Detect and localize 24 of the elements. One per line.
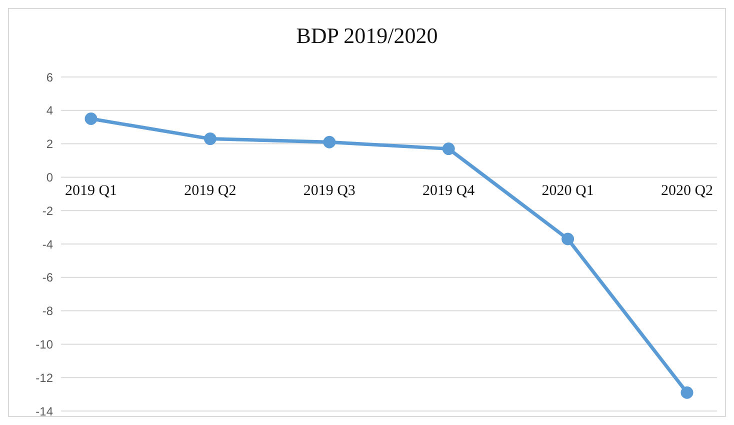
y-tick-label: -14 <box>36 404 54 418</box>
point <box>442 142 455 156</box>
chart-title: BDP 2019/2020 <box>295 23 439 49</box>
y-tick-label: -6 <box>42 270 54 285</box>
point <box>562 232 574 246</box>
x-tick-label: 2020 Q2 <box>660 183 714 200</box>
y-tick-label: -8 <box>42 304 54 318</box>
y-tick-label: -10 <box>36 337 54 352</box>
x-tick-label: 2019 Q1 <box>64 183 118 200</box>
point <box>84 112 98 125</box>
y-tick-label: -4 <box>42 237 54 252</box>
y-tick-label: 0 <box>46 170 54 184</box>
y-tick-label: -12 <box>36 370 54 385</box>
x-tick-label: 2019 Q4 <box>422 183 476 200</box>
x-tick-label: 2019 Q2 <box>184 183 236 200</box>
x-tick-label: 2020 Q1 <box>542 183 594 200</box>
point <box>680 386 694 399</box>
y-tick-label: -2 <box>42 204 54 218</box>
x-tick-label: 2019 Q3 <box>303 183 356 200</box>
point <box>323 136 336 148</box>
y-tick-label: 2 <box>46 137 54 152</box>
point <box>204 132 216 146</box>
y-tick-label: 6 <box>46 70 54 84</box>
y-tick-label: 4 <box>46 104 54 118</box>
